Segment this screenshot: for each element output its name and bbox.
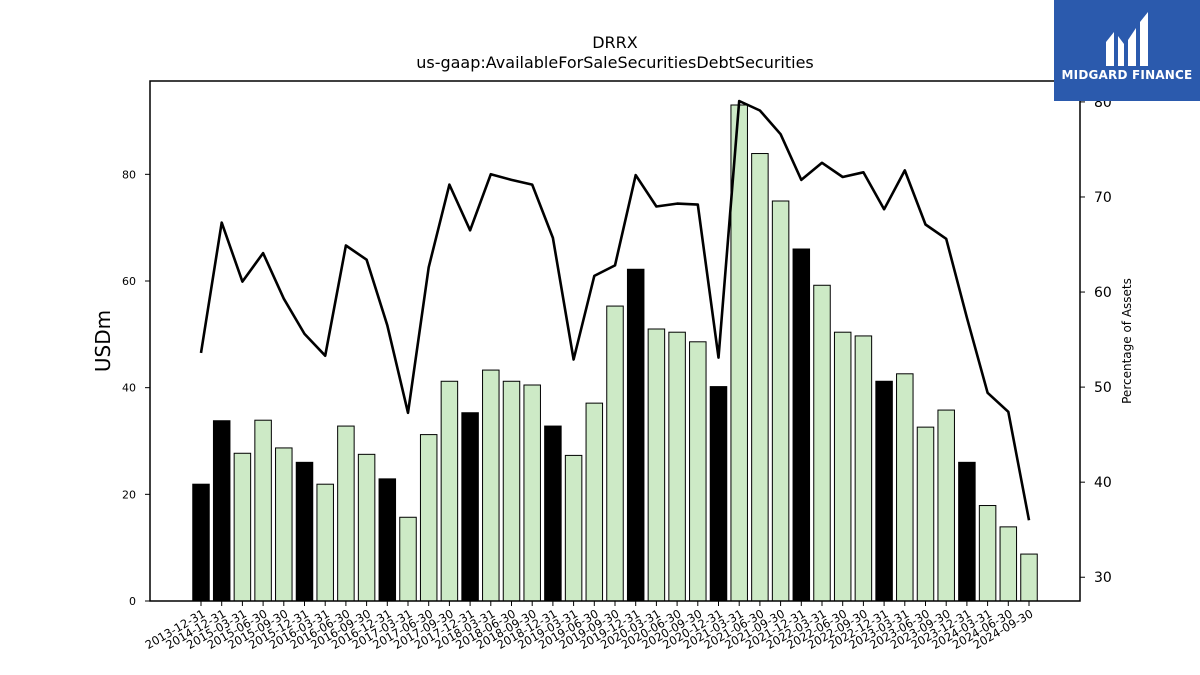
logo-text: MIDGARD FINANCE [1061, 68, 1193, 82]
y-tick-label: 60 [122, 275, 136, 288]
bar-2017-12-31 [461, 412, 479, 602]
bar-2020-12-31 [709, 386, 728, 602]
bar-2024-03-31 [978, 505, 997, 602]
y-axis-label: USDm [91, 310, 115, 372]
bar-group [192, 104, 1038, 602]
chart-subtitle: us-gaap:AvailableForSaleSecuritiesDebtSe… [416, 53, 814, 72]
bar-2015-03-31 [233, 452, 252, 602]
series-line-percentage [199, 99, 1031, 521]
y-tick-label: 80 [122, 168, 136, 181]
bar-2019-09-30 [606, 305, 624, 602]
bar-2017-09-30 [440, 380, 459, 602]
bar-2014-12-31 [212, 420, 231, 602]
bar-2020-09-30 [689, 341, 707, 602]
y-tick-label: 20 [122, 488, 136, 501]
y2-tick-label: 50 [1094, 380, 1112, 396]
bar-2018-03-31 [482, 369, 500, 602]
logo-mark-icon [1106, 12, 1148, 66]
bar-2019-12-31 [626, 268, 645, 602]
bar-2023-03-31 [896, 373, 914, 602]
bar-2017-03-31 [399, 516, 417, 602]
chart-title: DRRX [592, 33, 638, 52]
bar-2020-03-31 [647, 328, 666, 602]
bar-2021-09-30 [771, 200, 790, 602]
bar-2018-06-30 [502, 380, 521, 602]
bar-2015-06-30 [254, 419, 272, 602]
y2-tick-label: 70 [1094, 190, 1112, 206]
y2-axis-label: Percentage of Assets [1120, 278, 1134, 404]
bar-2024-06-30 [999, 526, 1018, 602]
x-axis: 2013-12-312014-12-312015-03-312015-06-30… [143, 601, 1036, 652]
y2-tick-label: 60 [1094, 285, 1112, 301]
bar-2024-09-30 [1020, 553, 1038, 602]
bar-2023-12-31 [958, 461, 976, 602]
bar-2018-09-30 [523, 384, 541, 602]
bar-2022-09-30 [854, 335, 873, 602]
bar-2019-06-30 [585, 402, 604, 602]
bar-2021-06-30 [751, 153, 769, 602]
bar-2023-06-30 [916, 426, 935, 602]
bar-2022-06-30 [833, 331, 852, 602]
bar-2023-09-30 [937, 409, 955, 602]
bar-2019-03-31 [564, 454, 583, 602]
bar-2016-03-31 [316, 483, 334, 602]
y2-tick-label: 30 [1094, 570, 1112, 586]
bar-2016-06-30 [337, 425, 355, 602]
brand-logo: MIDGARD FINANCE [1054, 0, 1200, 101]
bar-2015-12-31 [295, 461, 314, 602]
bar-2013-12-31 [192, 483, 210, 602]
bar-2022-03-31 [813, 284, 831, 602]
y-axis-left: 0 20 40 60 80 [122, 168, 150, 608]
bar-2020-06-30 [668, 331, 686, 602]
y2-tick-label: 40 [1094, 475, 1112, 491]
bar-2015-09-30 [275, 447, 293, 602]
bar-2016-12-31 [378, 478, 397, 602]
y-tick-label: 40 [122, 382, 136, 395]
bar-2021-12-31 [792, 248, 811, 602]
y-tick-label: 0 [129, 595, 136, 608]
bar-2017-06-30 [419, 434, 438, 602]
bar-2022-12-31 [875, 380, 893, 602]
bar-2016-09-30 [357, 453, 376, 602]
bar-2018-12-31 [544, 425, 562, 602]
